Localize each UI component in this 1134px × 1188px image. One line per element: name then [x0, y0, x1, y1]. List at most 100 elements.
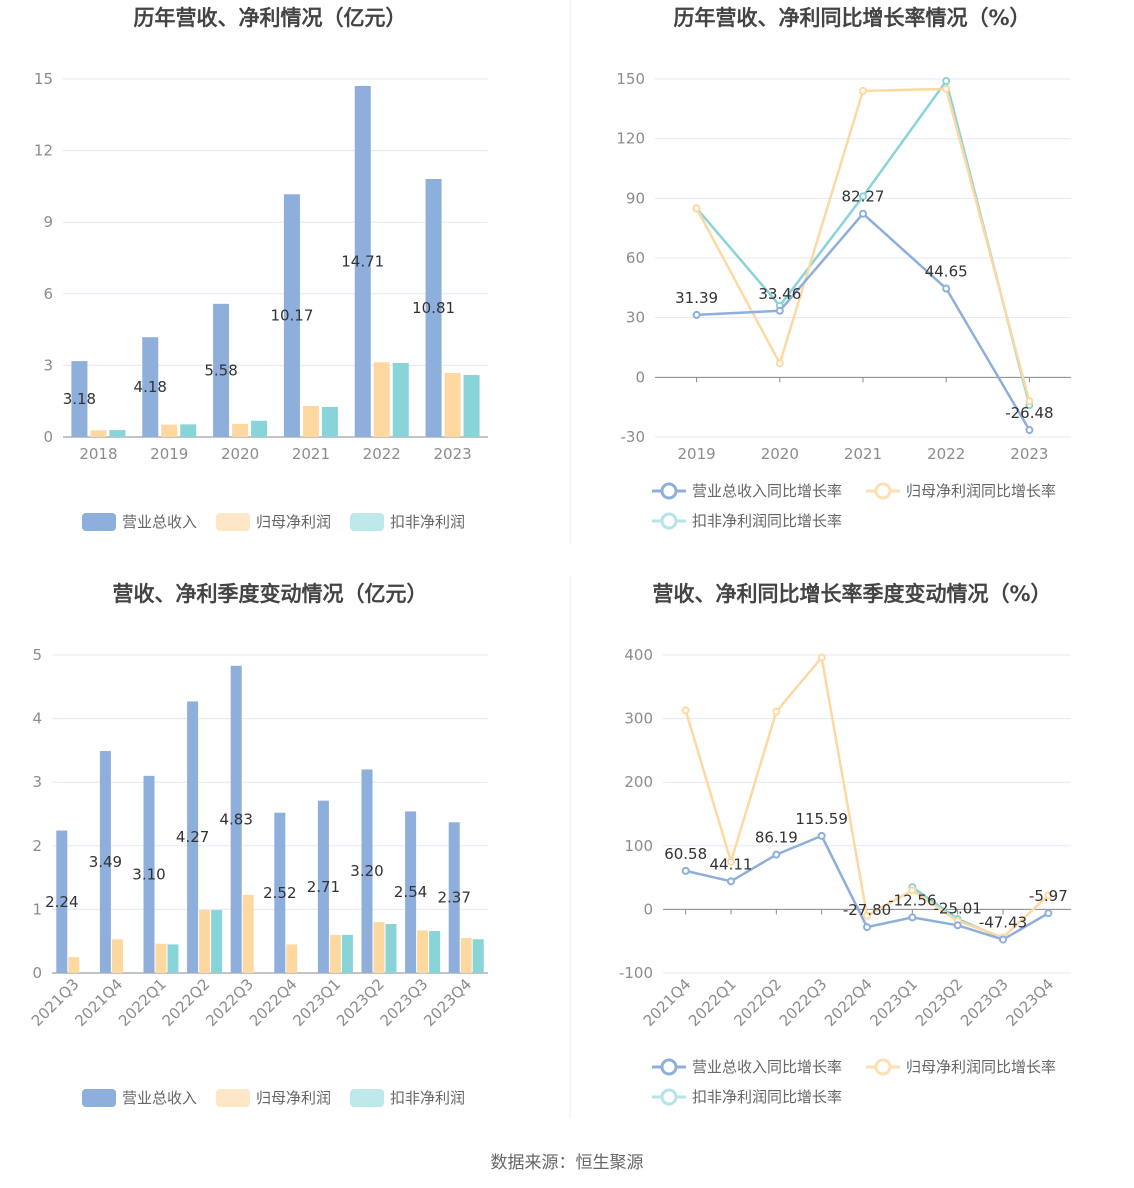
legend-swatch-revenue	[82, 1089, 116, 1107]
data-label: 2.54	[394, 883, 427, 901]
x-tick-label: 2022	[363, 445, 401, 463]
x-tick-label: 2022Q1	[115, 975, 170, 1030]
data-point	[772, 707, 781, 716]
y-tick-label: 3	[43, 356, 53, 374]
x-tick-label: 2023Q3	[377, 975, 432, 1030]
x-tick-label: 2023Q2	[912, 975, 967, 1030]
data-label: 4.83	[219, 810, 252, 828]
bar	[463, 374, 480, 437]
legend-quarter-line: 营业总收入同比增长率 归母净利润同比增长率 扣非净利润同比增长率	[652, 1058, 1056, 1106]
chart-title-quarter-line: 营收、净利同比增长率季度变动情况（%）	[652, 582, 1051, 606]
x-tick-label: 2022	[927, 445, 965, 463]
legend-quarter-bar: 营业总收入 归母净利润 扣非净利润	[82, 1089, 465, 1107]
y-tick-label: 15	[34, 70, 53, 88]
data-label: 10.17	[270, 307, 313, 325]
data-point	[953, 921, 962, 930]
y-tick-label: 0	[32, 964, 42, 982]
x-tick-label: 2022Q4	[246, 975, 301, 1030]
bar	[460, 938, 472, 973]
data-label: 2.71	[307, 878, 340, 896]
data-label: 115.59	[795, 810, 848, 828]
data-label: 4.18	[134, 378, 167, 396]
quarterly-growth-rate-line-chart: -10001002003004002021Q42022Q12022Q22022Q…	[619, 646, 1071, 1030]
y-tick-label: 60	[626, 249, 645, 267]
x-tick-label: 2022Q2	[159, 975, 214, 1030]
bar	[242, 894, 254, 973]
y-tick-label: -30	[621, 428, 646, 446]
x-tick-label: 2023Q2	[333, 975, 388, 1030]
chart-title-quarter-bar: 营收、净利季度变动情况（亿元）	[113, 582, 428, 606]
data-label: 5.58	[204, 361, 237, 379]
x-tick-label: 2023Q3	[957, 975, 1012, 1030]
y-tick-label: 0	[635, 368, 645, 386]
x-tick-label: 2021Q3	[28, 975, 83, 1030]
data-label: 2.24	[45, 893, 78, 911]
bar	[385, 924, 397, 973]
bar	[321, 406, 338, 437]
x-tick-label: 2021Q4	[71, 975, 126, 1030]
bar	[111, 939, 123, 973]
data-label: -26.48	[1005, 404, 1053, 422]
legend-label-net-profit: 归母净利润	[256, 1089, 331, 1107]
data-label: 10.81	[412, 299, 455, 317]
y-tick-label: 0	[643, 900, 653, 918]
data-label: 3.49	[89, 853, 122, 871]
bar	[283, 194, 300, 437]
data-point	[772, 850, 781, 859]
legend-label-net-profit: 归母净利润	[256, 513, 331, 531]
series-line	[695, 87, 1031, 402]
data-point	[859, 209, 867, 218]
data-label: -5.97	[1029, 887, 1068, 905]
data-label: 4.27	[176, 828, 209, 846]
y-tick-label: 2	[32, 837, 42, 855]
data-point	[775, 359, 784, 368]
y-tick-label: 300	[624, 710, 653, 728]
legend-swatch-deducted	[350, 513, 384, 531]
data-point	[863, 923, 871, 932]
data-point	[999, 935, 1007, 944]
annual-revenue-profit-bar-chart: 0 3 6 9 12 15 2018 3.18 2019 4.18 2020 5.58 2021 10.1…	[34, 70, 488, 463]
bar	[341, 934, 353, 973]
bar	[90, 430, 107, 437]
legend-label-revenue: 营业总收入	[122, 513, 197, 531]
data-label: 60.58	[664, 845, 707, 863]
bar	[429, 931, 441, 973]
data-point	[727, 857, 735, 866]
quarterly-revenue-profit-bar-chart: 0 1 2 3 4 5 2021Q3 2.24 2021Q4 3.49 2022Q1 3.10 2022…	[28, 646, 488, 1030]
bar	[199, 910, 211, 973]
legend-line-marker-revenue-growth	[652, 482, 686, 500]
bar	[317, 800, 329, 973]
bar	[230, 665, 242, 973]
bar	[142, 337, 159, 437]
bar	[417, 930, 429, 973]
data-label: 44.11	[710, 855, 753, 873]
y-tick-label: 9	[43, 213, 53, 231]
data-point	[942, 84, 951, 93]
legend-annual-line: 营业总收入同比增长率 归母净利润同比增长率 扣非净利润同比增长率	[652, 482, 1056, 530]
data-point	[817, 831, 826, 840]
x-tick-label: 2023Q4	[420, 975, 475, 1030]
bar	[68, 957, 80, 973]
x-tick-label: 2023Q4	[1002, 975, 1057, 1030]
legend-label-revenue: 营业总收入	[122, 1089, 197, 1107]
y-tick-label: 120	[616, 130, 645, 148]
data-label: 44.65	[925, 263, 968, 281]
legend-swatch-deducted	[350, 1089, 384, 1107]
bar	[251, 420, 268, 437]
legend-label-net-profit-growth: 归母净利润同比增长率	[906, 482, 1056, 500]
legend-line-marker-net-profit-growth	[866, 482, 900, 500]
legend-label-deducted: 扣非净利润	[390, 513, 465, 531]
y-tick-label: 5	[32, 646, 42, 664]
bar	[180, 424, 197, 437]
legend-label-revenue-growth: 营业总收入同比增长率	[692, 482, 842, 500]
bar	[373, 362, 390, 437]
data-point	[1044, 891, 1053, 900]
x-tick-label: 2023	[433, 445, 471, 463]
legend-swatch-revenue	[82, 513, 116, 531]
data-label: 2.37	[437, 889, 470, 907]
y-tick-label: 12	[34, 142, 53, 160]
legend-line-marker-revenue-growth	[652, 1058, 686, 1076]
bar	[213, 303, 230, 437]
legend-label-deducted: 扣非净利润	[390, 1089, 465, 1107]
